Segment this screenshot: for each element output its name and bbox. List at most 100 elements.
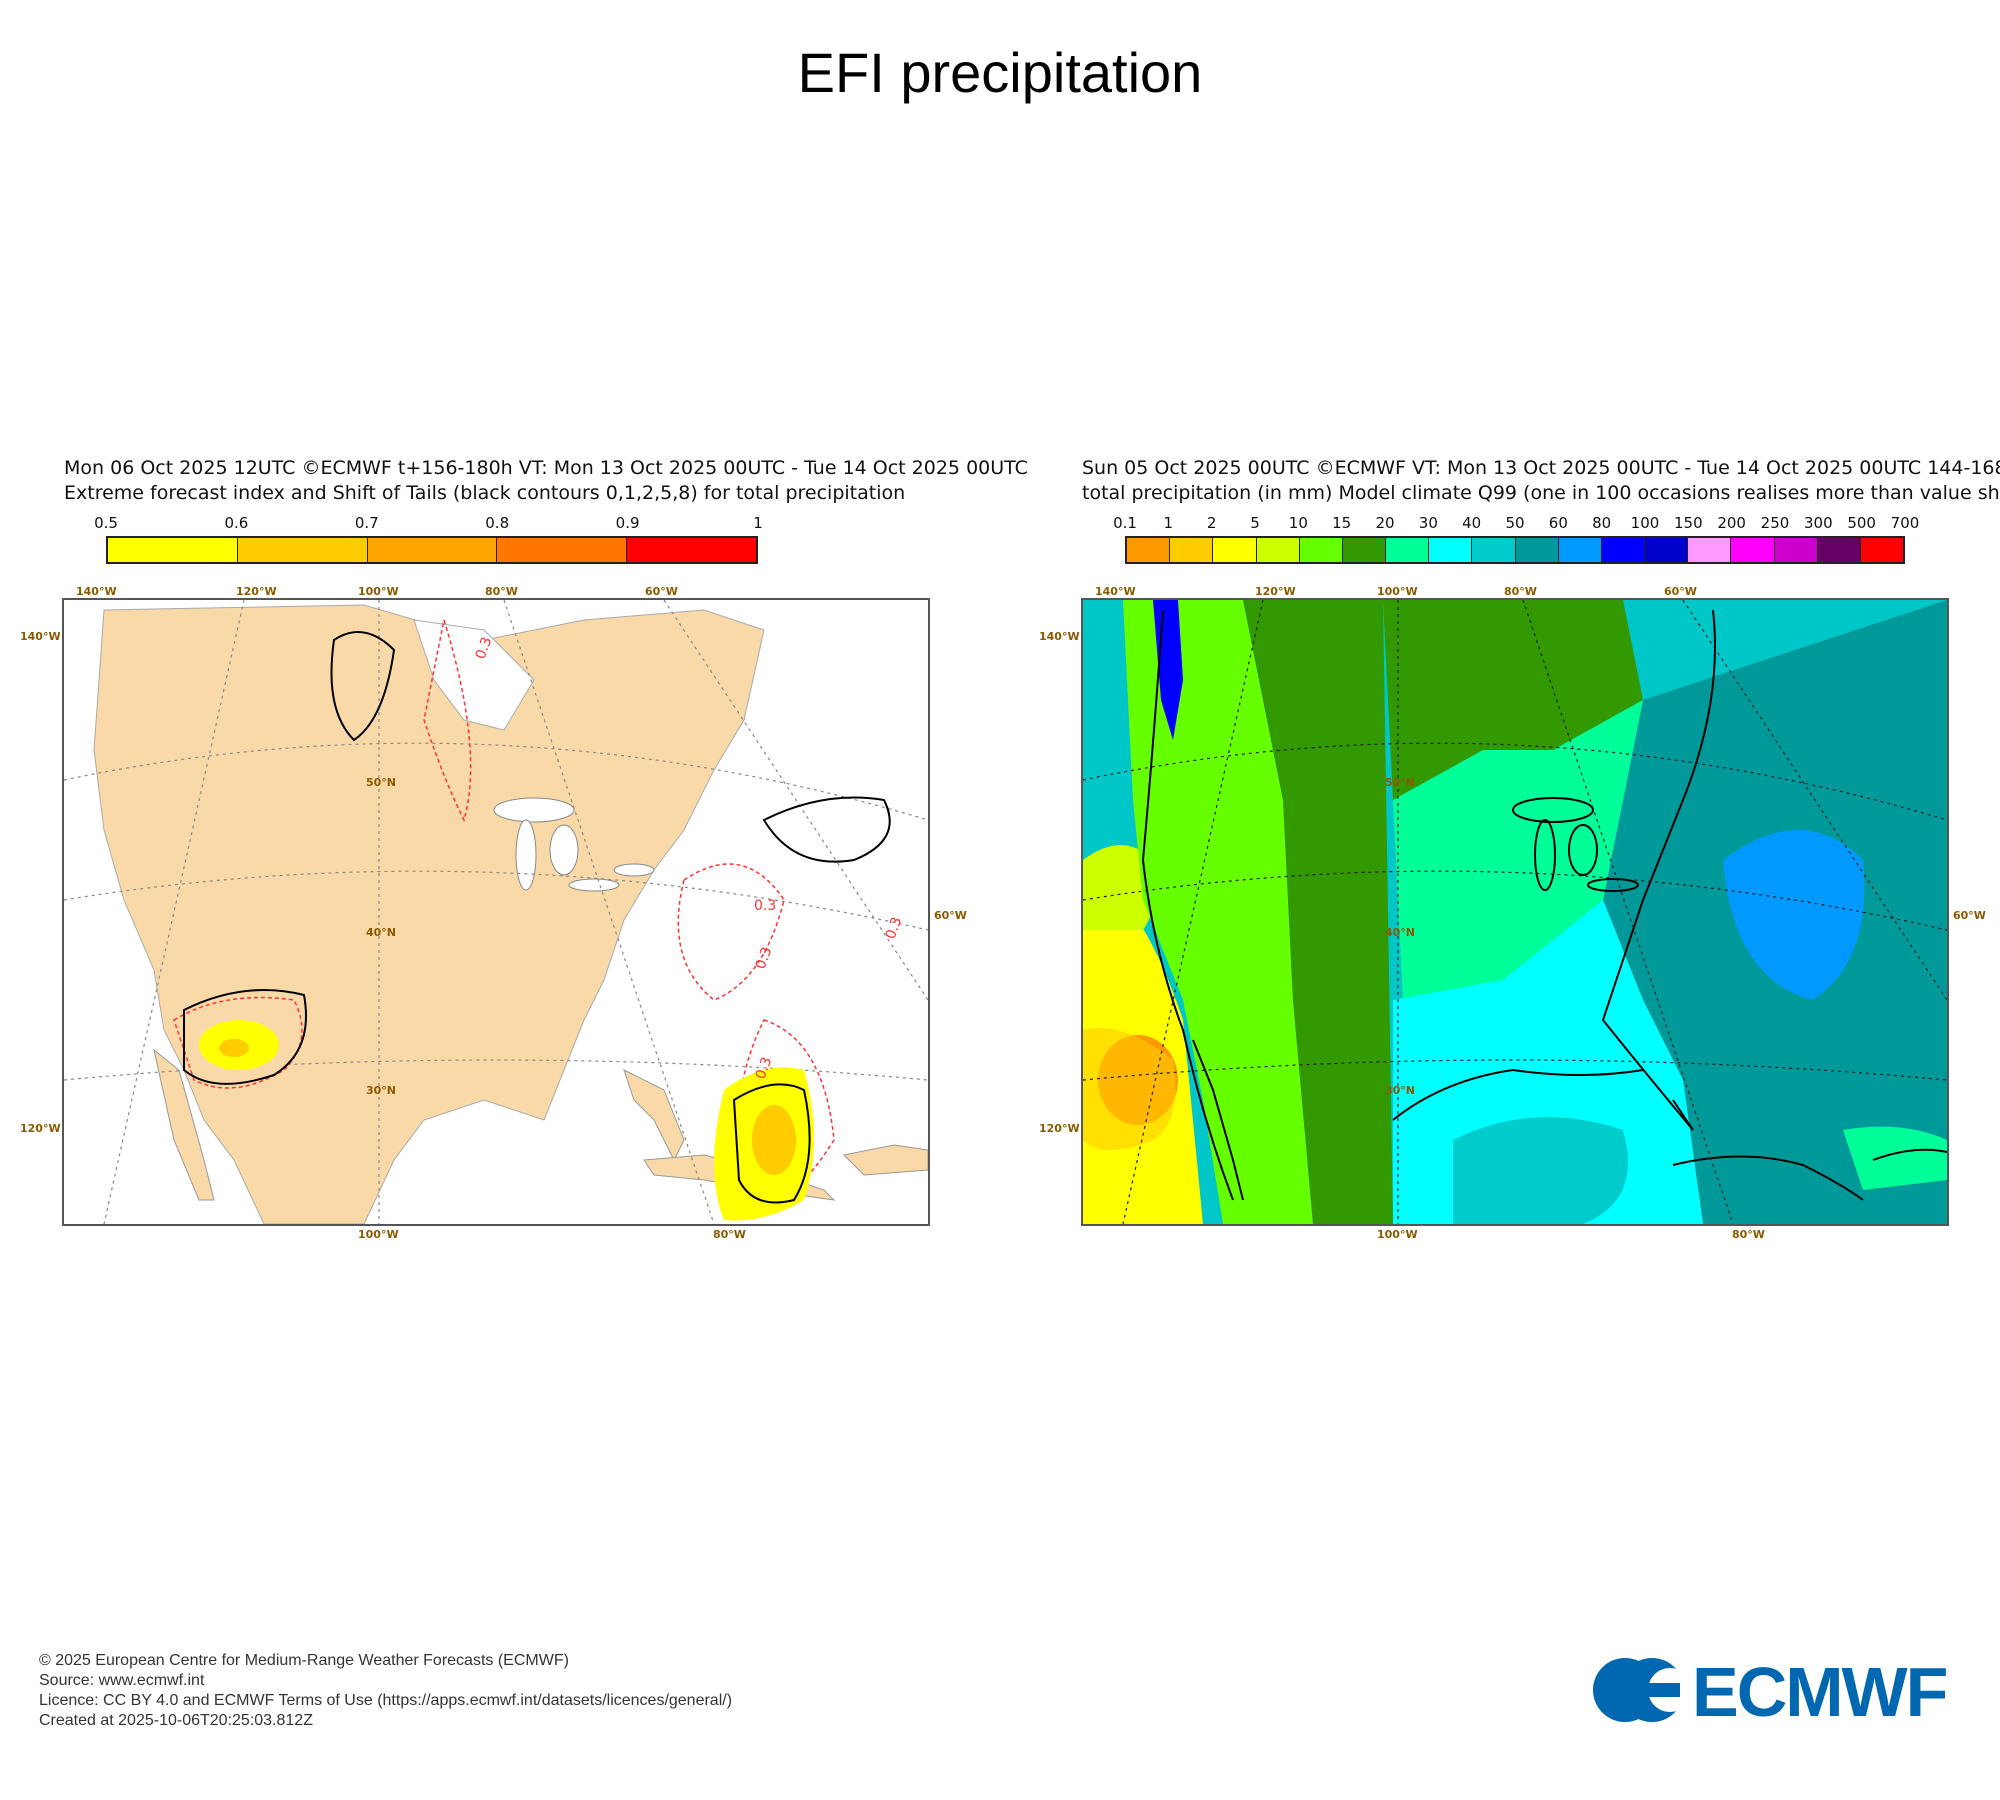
colorbar-tick-label: 15 bbox=[1332, 514, 1352, 532]
right-coastline-east bbox=[1601, 609, 1716, 1131]
colorbar-tick-label: 60 bbox=[1548, 514, 1568, 532]
left-colorbar bbox=[106, 536, 758, 564]
left-header-line2: Extreme forecast index and Shift of Tail… bbox=[64, 482, 906, 504]
left-panel-header: Mon 06 Oct 2025 12UTC ©ECMWF t+156-180h … bbox=[64, 456, 1028, 506]
colorbar-tick-label: 1 bbox=[753, 514, 763, 532]
right-graticule-lat-40 bbox=[1083, 870, 1947, 931]
left-top-label-80w: 80°W bbox=[485, 585, 518, 598]
right-top-label-100w: 100°W bbox=[1377, 585, 1418, 598]
left-contour-label: 0.3 bbox=[754, 898, 776, 914]
colorbar-tick-label: 0.1 bbox=[1113, 514, 1137, 532]
right-top-label-140w: 140°W bbox=[1095, 585, 1136, 598]
right-graticule-lon-120 bbox=[1122, 600, 1264, 1224]
left-top-label-120w: 120°W bbox=[236, 585, 277, 598]
left-right-label-60w: 60°W bbox=[934, 909, 967, 922]
left-top-label-100w: 100°W bbox=[358, 585, 399, 598]
colorbar-tick-label: 80 bbox=[1592, 514, 1612, 532]
right-top-label-60w: 60°W bbox=[1664, 585, 1697, 598]
ecmwf-logo-text: ECMWF bbox=[1692, 1655, 1947, 1725]
right-coastline-baja bbox=[1192, 1039, 1244, 1201]
colorbar-segment bbox=[1645, 538, 1689, 562]
colorbar-segment bbox=[627, 538, 756, 562]
right-great-lake-michigan bbox=[1534, 819, 1556, 891]
colorbar-tick-label: 300 bbox=[1804, 514, 1833, 532]
left-graticule-lat-50 bbox=[64, 742, 928, 821]
right-central-light bbox=[1393, 700, 1643, 1000]
left-sot-caribbean bbox=[732, 1083, 811, 1204]
left-graticule-lat-40 bbox=[64, 870, 928, 931]
colorbar-segment bbox=[1342, 538, 1387, 562]
colorbar-segment bbox=[1170, 538, 1214, 562]
ecmwf-logo-mark bbox=[1593, 1658, 1692, 1722]
left-map-svg: 0.3 0.3 0.3 0.3 0.3 bbox=[64, 600, 928, 1224]
right-plains-green bbox=[1243, 600, 1393, 1224]
left-contour-red-canada bbox=[423, 619, 472, 823]
colorbar-segment bbox=[237, 538, 368, 562]
right-map-svg bbox=[1083, 600, 1947, 1224]
colorbar-tick-label: 10 bbox=[1288, 514, 1308, 532]
colorbar-segment bbox=[1817, 538, 1861, 562]
left-bottom-label-80w: 80°W bbox=[713, 1228, 746, 1241]
right-bottom-label-80w: 80°W bbox=[1732, 1228, 1765, 1241]
left-graticule-lon-80 bbox=[503, 600, 715, 1224]
colorbar-segment bbox=[1774, 538, 1818, 562]
left-efi-southwest-orange bbox=[219, 1039, 249, 1057]
left-efi-map: 0.3 0.3 0.3 0.3 0.3 50°N 40°N 30°N bbox=[62, 598, 930, 1226]
right-west-green bbox=[1123, 600, 1313, 1224]
left-great-lake-superior bbox=[493, 797, 575, 823]
footer-source: Source: www.ecmwf.int bbox=[39, 1672, 205, 1689]
footer: © 2025 European Centre for Medium-Range … bbox=[39, 1651, 732, 1731]
right-great-lake-erie bbox=[1587, 878, 1639, 892]
colorbar-tick-label: 1 bbox=[1163, 514, 1174, 532]
colorbar-tick-label: 0.6 bbox=[224, 514, 249, 532]
colorbar-tick-label: 0.7 bbox=[354, 514, 379, 532]
left-sot-hudson bbox=[330, 631, 396, 742]
left-contour-label: 0.3 bbox=[753, 1055, 776, 1081]
right-graticule-lat-50 bbox=[1083, 742, 1947, 821]
left-left-label-120w: 120°W bbox=[20, 1122, 61, 1135]
colorbar-tick-label: 50 bbox=[1505, 514, 1525, 532]
left-great-lake-ontario bbox=[613, 863, 655, 877]
colorbar-tick-label: 500 bbox=[1847, 514, 1876, 532]
right-coastline-west bbox=[1141, 609, 1234, 1201]
page-title: EFI precipitation bbox=[797, 41, 1203, 104]
colorbar-tick-label: 2 bbox=[1206, 514, 1217, 532]
right-graticule-lon-80 bbox=[1522, 600, 1734, 1224]
left-great-lake-michigan bbox=[515, 819, 537, 891]
right-right-label-60w: 60°W bbox=[1953, 909, 1986, 922]
colorbar-tick-label: 150 bbox=[1674, 514, 1703, 532]
left-bottom-label-100w: 100°W bbox=[358, 1228, 399, 1241]
colorbar-tick-label: 200 bbox=[1717, 514, 1746, 532]
left-lat-label-30n: 30°N bbox=[366, 1084, 397, 1097]
right-header-line1: Sun 05 Oct 2025 00UTC ©ECMWF VT: Mon 13 … bbox=[1082, 457, 2000, 479]
left-lat-label-40n: 40°N bbox=[366, 926, 397, 939]
left-contour-label: 0.3 bbox=[883, 915, 906, 941]
right-bottom-label-100w: 100°W bbox=[1377, 1228, 1418, 1241]
colorbar-segment bbox=[1299, 538, 1343, 562]
left-graticule-lon-120 bbox=[103, 600, 245, 1224]
right-great-lake-superior bbox=[1512, 797, 1594, 823]
colorbar-segment bbox=[1429, 538, 1473, 562]
colorbar-tick-label: 30 bbox=[1418, 514, 1438, 532]
left-top-label-140w: 140°W bbox=[76, 585, 117, 598]
colorbar-tick-label: 700 bbox=[1890, 514, 1920, 532]
left-great-lake-erie bbox=[568, 878, 620, 892]
right-gulf-dark bbox=[1453, 1117, 1628, 1224]
colorbar-segment bbox=[1515, 538, 1559, 562]
right-graticule-lon-60 bbox=[1682, 600, 1947, 1001]
left-header-line1: Mon 06 Oct 2025 12UTC ©ECMWF t+156-180h … bbox=[64, 457, 1028, 479]
colorbar-segment bbox=[1558, 538, 1602, 562]
left-sot-southwest bbox=[183, 989, 307, 1085]
colorbar-segment bbox=[1127, 538, 1171, 562]
right-left-label-140w: 140°W bbox=[1039, 630, 1080, 643]
left-sot-atlantic-canada bbox=[762, 796, 891, 863]
right-coastline-hispaniola bbox=[1872, 1148, 1947, 1161]
colorbar-segment bbox=[1386, 538, 1430, 562]
right-lat-label-30n: 30°N bbox=[1385, 1084, 1416, 1097]
left-contour-label: 0.3 bbox=[753, 945, 776, 971]
right-coastline-gulf bbox=[1392, 1068, 1644, 1121]
colorbar-segment bbox=[497, 538, 628, 562]
right-top-label-120w: 120°W bbox=[1255, 585, 1296, 598]
colorbar-tick-label: 0.8 bbox=[485, 514, 510, 532]
left-hudson-bay bbox=[413, 619, 535, 731]
